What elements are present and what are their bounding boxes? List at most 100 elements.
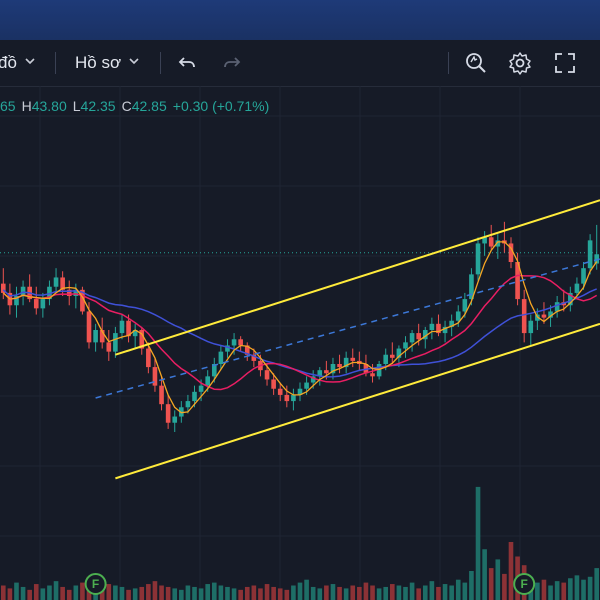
candle-body	[60, 277, 65, 290]
volume-bar	[462, 582, 468, 600]
candle-body	[132, 330, 138, 337]
candle-body	[40, 299, 46, 309]
volume-bar	[449, 585, 454, 600]
ma-long-line	[2, 288, 597, 378]
volume-bar	[146, 584, 151, 600]
candle-body	[521, 299, 527, 334]
volume-bar	[192, 586, 197, 600]
candle-body	[396, 348, 402, 358]
volume-bar	[126, 589, 131, 600]
volume-bar	[422, 585, 428, 600]
candle-body	[324, 370, 329, 374]
candle-body	[139, 330, 145, 349]
candle-body	[47, 286, 52, 300]
candle-body	[185, 401, 191, 408]
volume-bar	[442, 584, 448, 600]
candle-body	[66, 289, 72, 296]
volume-bar	[324, 585, 329, 600]
ohlc-legend: 65 H43.80 L42.35 C42.85 +0.30 (+0.71%)	[0, 98, 269, 118]
volume-bar	[198, 588, 204, 600]
volume-bar	[284, 589, 290, 600]
candle-body	[376, 364, 382, 377]
candle-body	[370, 373, 375, 377]
candle-body	[198, 385, 204, 392]
volume-bar	[152, 581, 158, 600]
candle-body	[495, 240, 501, 247]
candle-body	[159, 385, 164, 405]
event-marker-label: F	[92, 577, 99, 591]
top-header-bar	[0, 0, 600, 41]
volume-bar	[27, 589, 32, 600]
toolbar-divider	[448, 52, 449, 74]
undo-icon[interactable]	[173, 49, 201, 77]
volume-bar	[0, 585, 6, 600]
profile-dropdown[interactable]: Hồ sơ	[75, 40, 141, 86]
volume-bar	[179, 589, 184, 600]
candle-body	[53, 277, 59, 287]
close-key: C	[121, 98, 132, 114]
candle-body	[73, 289, 79, 296]
toolbar-divider	[55, 52, 56, 74]
candle-body	[284, 394, 290, 402]
volume-bar	[310, 586, 316, 600]
volume-bar	[60, 586, 65, 600]
volume-bar	[271, 586, 276, 600]
volume-bar	[14, 582, 19, 600]
candle-body	[119, 320, 125, 334]
candle-body	[211, 364, 217, 377]
profile-label: Hồ sơ	[75, 53, 122, 72]
close-value: 42.85	[131, 98, 167, 114]
chevron-down-icon	[23, 53, 37, 73]
candle-body	[416, 333, 421, 340]
candle-body	[304, 382, 309, 389]
redo-icon[interactable]	[218, 49, 246, 77]
high-value: 43.80	[31, 98, 67, 114]
candle-body	[152, 367, 158, 386]
candle-body	[231, 339, 237, 346]
candle-body	[587, 240, 593, 269]
chart-type-dropdown[interactable]: đồ	[0, 40, 37, 86]
volume-bar	[330, 584, 336, 600]
candlestick-series	[0, 221, 600, 432]
volume-bar	[594, 568, 600, 600]
candle-body	[442, 326, 448, 334]
candle-body	[462, 299, 468, 312]
volume-bar	[218, 585, 224, 600]
candle-body	[225, 345, 230, 352]
candle-body	[93, 330, 98, 343]
fullscreen-icon[interactable]	[551, 49, 579, 77]
volume-bar	[119, 586, 125, 600]
volume-bar	[20, 586, 26, 600]
volume-bar	[238, 589, 243, 600]
candle-body	[86, 311, 92, 343]
candle-body	[244, 345, 250, 355]
channel-lower-line	[115, 322, 600, 480]
volume-bar	[363, 582, 369, 600]
candle-body	[422, 330, 428, 340]
candle-body	[113, 333, 118, 352]
candle-body	[449, 320, 454, 327]
volume-bar	[139, 586, 145, 600]
candle-body	[541, 314, 547, 318]
volume-bar	[548, 585, 553, 600]
volume-bar	[40, 588, 46, 600]
indicator-lines	[2, 199, 600, 480]
candle-body	[508, 243, 514, 262]
zoom-search-icon[interactable]	[462, 49, 490, 77]
candle-body	[350, 357, 356, 361]
volume-bar	[396, 585, 402, 600]
volume-bar	[297, 582, 303, 600]
volume-bar	[185, 585, 191, 600]
candle-body	[337, 364, 342, 368]
gear-icon[interactable]	[506, 49, 534, 77]
volume-bar	[291, 585, 296, 600]
volume-bar	[495, 559, 501, 600]
volume-bars	[0, 486, 600, 600]
volume-bar	[370, 585, 375, 600]
candle-body	[594, 254, 600, 264]
candle-body	[271, 379, 276, 389]
candle-body	[277, 388, 283, 395]
candle-body	[106, 342, 112, 352]
chart-type-label: đồ	[0, 53, 17, 72]
